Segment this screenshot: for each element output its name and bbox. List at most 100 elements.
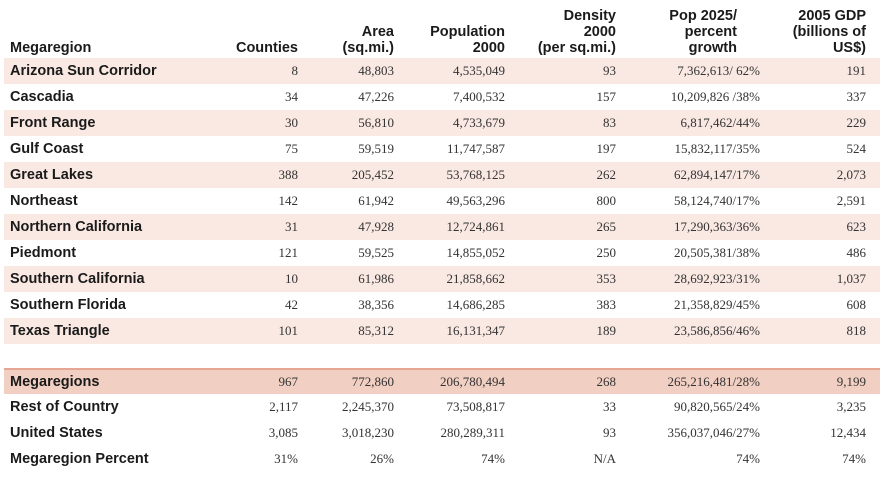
area-cell: 3,018,230 <box>342 425 394 440</box>
table-row: Rest of Country 2,117 2,245,370 73,508,817 3… <box>4 394 880 420</box>
gdp-cell: 74% <box>842 451 866 466</box>
population-cell: 14,855,052 <box>446 245 506 260</box>
pop2025-cell: 28,692,923/31% <box>674 271 760 286</box>
header-population: Population 2000 <box>430 24 505 56</box>
pop2025-cell: 17,290,363/36% <box>674 219 760 234</box>
pop2025-cell: 20,505,381/38% <box>674 245 760 260</box>
gdp-cell: 486 <box>846 245 867 260</box>
area-cell: 61,986 <box>358 271 394 286</box>
counties-cell: 967 <box>278 374 299 389</box>
population-cell: 73,508,817 <box>446 399 506 414</box>
megaregion-name-cell: Northern California <box>10 219 143 235</box>
density-cell: 353 <box>596 271 617 286</box>
pop2025-cell: 90,820,565/24% <box>674 399 760 414</box>
density-cell: 33 <box>603 399 616 414</box>
gdp-cell: 818 <box>846 323 867 338</box>
area-cell: 48,803 <box>358 63 394 78</box>
megaregion-name-cell: Megaregions <box>10 374 100 390</box>
megaregion-name-cell: Great Lakes <box>10 167 94 183</box>
table-row: United States 3,085 3,018,230 280,289,311 93… <box>4 420 880 446</box>
counties-cell: 75 <box>285 141 298 156</box>
population-cell: 21,858,662 <box>446 271 506 286</box>
population-cell: 206,780,494 <box>440 374 505 389</box>
gdp-cell: 2,073 <box>836 167 866 182</box>
megaregion-table: Megaregion Counties Area (sq.mi.) Popula… <box>4 0 880 472</box>
population-cell: 4,733,679 <box>453 115 505 130</box>
megaregion-name-cell: Southern California <box>10 271 145 287</box>
megaregion-name-cell: Rest of Country <box>10 399 119 415</box>
counties-cell: 31 <box>285 219 298 234</box>
pop2025-cell: 6,817,462/44% <box>680 115 760 130</box>
table-header: Megaregion Counties Area (sq.mi.) Popula… <box>4 0 880 58</box>
population-cell: 4,535,049 <box>453 63 505 78</box>
area-cell: 56,810 <box>358 115 394 130</box>
megaregion-name-cell: Southern Florida <box>10 297 126 313</box>
table-row: Texas Triangle 101 85,312 16,131,347 189 23,5… <box>4 318 880 344</box>
density-cell: N/A <box>593 451 616 466</box>
counties-cell: 2,117 <box>269 399 298 414</box>
gdp-cell: 3,235 <box>836 399 866 414</box>
megaregion-name-cell: Cascadia <box>10 89 74 105</box>
density-cell: 800 <box>596 193 617 208</box>
population-cell: 7,400,532 <box>453 89 505 104</box>
megaregion-name-cell: Texas Triangle <box>10 323 110 339</box>
population-cell: 16,131,347 <box>446 323 506 338</box>
megaregion-name-cell: Piedmont <box>10 245 77 261</box>
pop2025-cell: 10,209,826 /38% <box>670 89 760 104</box>
population-cell: 53,768,125 <box>446 167 506 182</box>
counties-cell: 121 <box>278 245 299 260</box>
area-cell: 59,519 <box>358 141 394 156</box>
area-cell: 772,860 <box>351 374 394 389</box>
table-row: Megaregions 967 772,860 206,780,494 268 265,2… <box>4 368 880 394</box>
table-row: Piedmont 121 59,525 14,855,052 250 20,505,381… <box>4 240 880 266</box>
population-cell: 49,563,296 <box>446 193 506 208</box>
counties-cell: 388 <box>278 167 299 182</box>
gdp-cell: 1,037 <box>836 271 866 286</box>
megaregion-name-cell: Arizona Sun Corridor <box>10 63 157 79</box>
header-counties: Counties <box>235 40 298 56</box>
gdp-cell: 191 <box>846 63 867 78</box>
gdp-cell: 524 <box>846 141 867 156</box>
gdp-cell: 9,199 <box>836 374 866 389</box>
table-row: Northern California 31 47,928 12,724,861 265… <box>4 214 880 240</box>
counties-cell: 10 <box>285 271 298 286</box>
area-cell: 26% <box>370 451 394 466</box>
header-area: Area (sq.mi.) <box>342 24 394 56</box>
pop2025-cell: 21,358,829/45% <box>674 297 760 312</box>
megaregion-name-cell: Northeast <box>10 193 78 209</box>
section-gap <box>4 344 880 368</box>
table-row: Northeast 142 61,942 49,563,296 800 58,124,74… <box>4 188 880 214</box>
header-density: Density 2000 (per sq.mi.) <box>537 8 616 56</box>
table-row: Gulf Coast 75 59,519 11,747,587 197 15,832,11… <box>4 136 880 162</box>
table-row: Southern Florida 42 38,356 14,686,285 383 21,… <box>4 292 880 318</box>
gdp-cell: 12,434 <box>830 425 866 440</box>
area-cell: 2,245,370 <box>342 399 394 414</box>
density-cell: 197 <box>596 141 617 156</box>
megaregion-name-cell: Front Range <box>10 115 96 131</box>
table-row: Southern California 10 61,986 21,858,662 353… <box>4 266 880 292</box>
density-cell: 265 <box>596 219 617 234</box>
area-cell: 47,226 <box>358 89 394 104</box>
header-megaregion: Megaregion <box>10 40 92 56</box>
density-cell: 93 <box>603 63 616 78</box>
area-cell: 61,942 <box>358 193 394 208</box>
area-cell: 205,452 <box>351 167 394 182</box>
density-cell: 250 <box>596 245 617 260</box>
table-summary: Megaregions 967 772,860 206,780,494 268 265,2… <box>4 368 880 472</box>
density-cell: 383 <box>596 297 617 312</box>
table-row: Arizona Sun Corridor 8 48,803 4,535,049 93 7,… <box>4 58 880 84</box>
table-row: Megaregion Percent 31% 26% 74% N/A 74% 74% <box>4 446 880 472</box>
counties-cell: 31% <box>274 451 298 466</box>
table-row: Front Range 30 56,810 4,733,679 83 6,817,462/… <box>4 110 880 136</box>
megaregion-name-cell: Megaregion Percent <box>10 451 149 467</box>
counties-cell: 30 <box>285 115 298 130</box>
density-cell: 268 <box>596 374 617 389</box>
area-cell: 85,312 <box>358 323 394 338</box>
counties-cell: 8 <box>291 63 299 78</box>
pop2025-cell: 62,894,147/17% <box>674 167 760 182</box>
pop2025-cell: 74% <box>736 451 760 466</box>
gdp-cell: 337 <box>846 89 867 104</box>
gdp-cell: 2,591 <box>836 193 866 208</box>
density-cell: 262 <box>596 167 617 182</box>
density-cell: 83 <box>603 115 616 130</box>
